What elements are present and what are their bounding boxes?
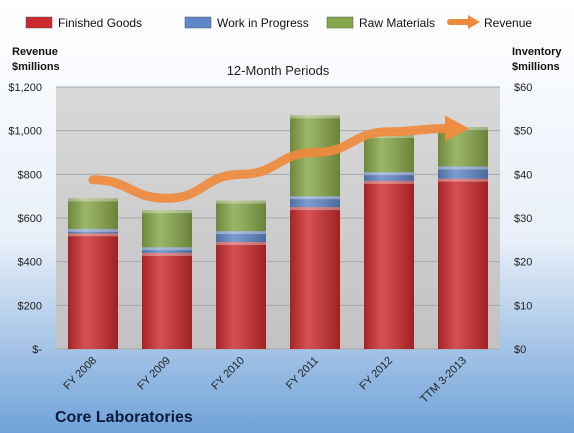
chart-title: 12-Month Periods	[227, 63, 330, 78]
bar-top-highlight	[290, 196, 340, 200]
bar-top-highlight	[142, 210, 192, 214]
bar-top-highlight	[216, 200, 266, 204]
legend-revenue-label: Revenue	[484, 16, 532, 30]
left-axis-label-line1: Revenue	[12, 46, 58, 58]
bar-shading	[364, 135, 414, 173]
bar-top-highlight	[364, 172, 414, 176]
right-tick-label: $30	[514, 213, 532, 225]
bar-top-highlight	[68, 198, 118, 202]
bar-top-highlight	[290, 115, 340, 119]
legend: Finished Goods Work in Progress Raw Materi…	[25, 15, 532, 30]
bar-top-highlight	[142, 247, 192, 251]
revenue-line	[88, 123, 452, 203]
bar-shading	[216, 242, 266, 349]
right-tick-label: $40	[514, 169, 532, 181]
right-tick-label: $10	[514, 300, 532, 312]
bar-top-highlight	[216, 242, 266, 246]
legend-work-in-progress-swatch	[184, 16, 212, 29]
bar-top-highlight	[216, 231, 266, 235]
left-tick-label: $600	[18, 213, 42, 225]
legend-revenue-arrowhead	[468, 15, 480, 29]
bar-shading	[290, 196, 340, 208]
right-tick-label: $0	[514, 344, 526, 356]
bar-top-highlight	[142, 252, 192, 256]
bar-shading	[364, 172, 414, 181]
bar-top-highlight	[438, 178, 488, 182]
left-tick-label: $1,000	[8, 126, 42, 138]
bar-top-highlight	[68, 233, 118, 237]
legend-raw-materials-label: Raw Materials	[359, 16, 435, 30]
bar-shading	[438, 166, 488, 179]
bar-top-highlight	[364, 135, 414, 139]
bar-shading	[216, 231, 266, 243]
bar-shading	[68, 198, 118, 229]
bar-shading	[438, 178, 488, 349]
bar-shading	[142, 252, 192, 349]
legend-raw-materials-swatch	[326, 16, 354, 29]
left-tick-label: $800	[18, 169, 42, 181]
right-axis-label-line1: Inventory	[512, 46, 562, 58]
left-tick-label: $400	[18, 257, 42, 269]
right-tick-label: $50	[514, 126, 532, 138]
left-tick-label: $200	[18, 300, 42, 312]
bar-shading	[68, 233, 118, 349]
bar-shading	[142, 247, 192, 253]
bar-shading	[290, 207, 340, 349]
company-name: Core Laboratories	[55, 409, 193, 426]
bar-shading	[364, 180, 414, 349]
bar-top-highlight	[290, 207, 340, 211]
right-axis-label-line2: $millions	[512, 61, 560, 73]
revenue-line-layer	[88, 115, 469, 203]
right-tick-label: $60	[514, 82, 532, 94]
legend-finished-goods-swatch	[25, 16, 53, 29]
bar-shading	[68, 228, 118, 234]
left-tick-label: $1,200	[8, 82, 42, 94]
legend-work-in-progress-label: Work in Progress	[217, 16, 309, 30]
bars	[68, 115, 488, 349]
bar-top-highlight	[438, 166, 488, 170]
bar-shading	[216, 200, 266, 232]
bar-top-highlight	[68, 228, 118, 232]
left-axis-label-line2: $millions	[12, 61, 60, 73]
revenue-arrowhead	[445, 115, 469, 142]
legend-finished-goods-label: Finished Goods	[58, 16, 142, 30]
right-tick-label: $20	[514, 257, 532, 269]
bar-shading	[142, 210, 192, 248]
left-tick-label: $-	[32, 344, 42, 356]
bar-top-highlight	[364, 180, 414, 184]
